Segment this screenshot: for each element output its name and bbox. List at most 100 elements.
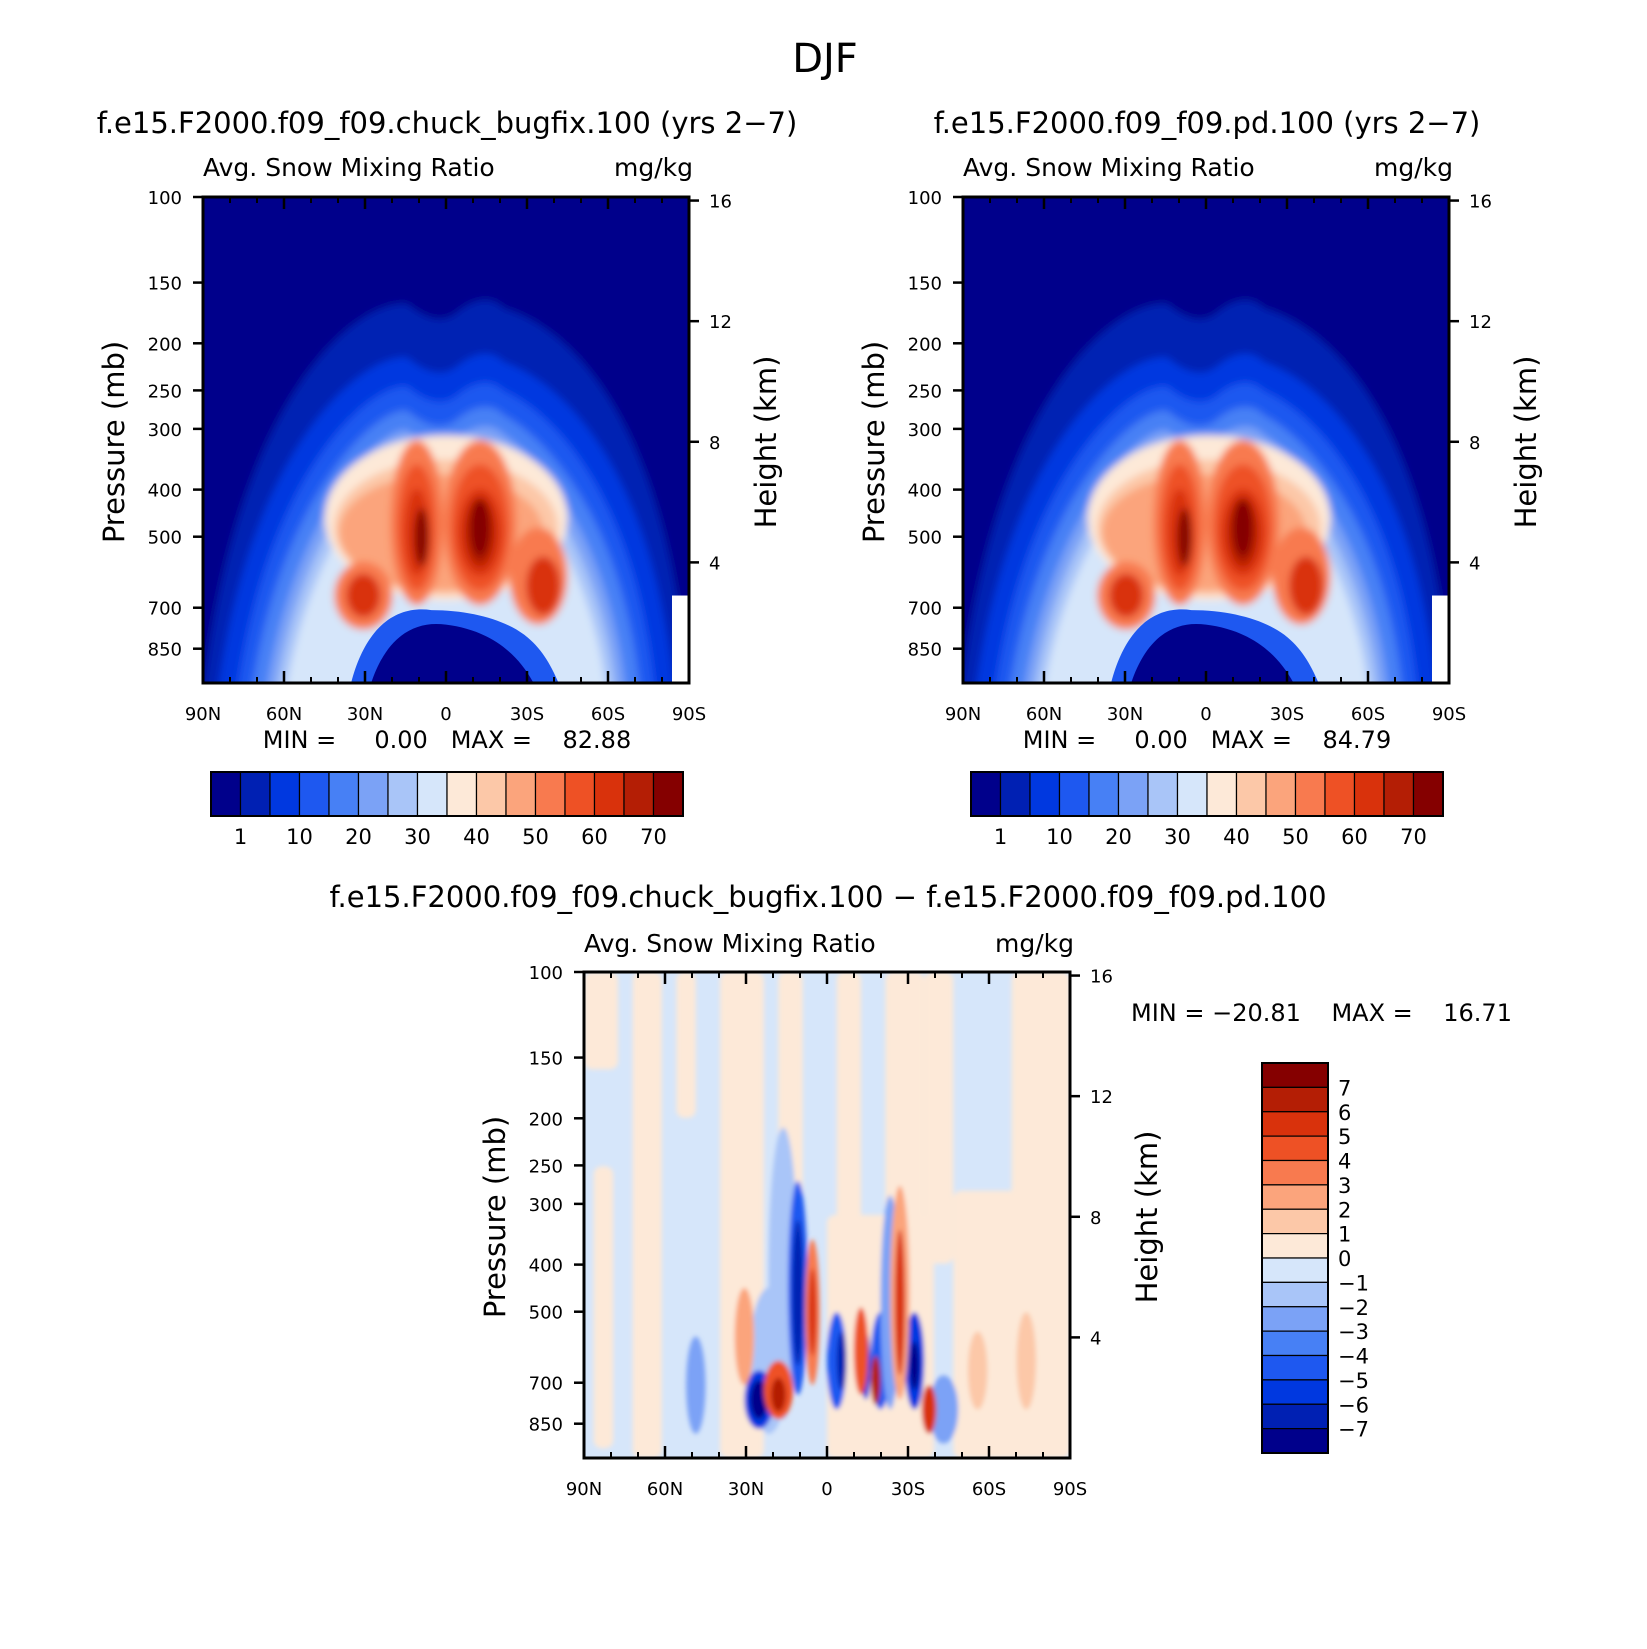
y-tick-label: 250 bbox=[148, 381, 182, 402]
y-tick-label: 100 bbox=[908, 188, 942, 209]
y-tick-label: 400 bbox=[908, 481, 942, 502]
y-tick-label: 100 bbox=[529, 963, 563, 984]
contour-fill bbox=[921, 1385, 937, 1434]
panel-b-y-axis-label: Pressure (mb) bbox=[857, 341, 891, 543]
colorbar-box bbox=[1294, 771, 1326, 817]
colorbar-box bbox=[1261, 1135, 1329, 1162]
colorbar-label: 50 bbox=[1282, 825, 1309, 849]
y-tick-label: 250 bbox=[908, 381, 942, 402]
y-tick-label: 700 bbox=[908, 599, 942, 620]
figure-title: DJF bbox=[792, 36, 858, 82]
panel-a-y2-axis-label: Height (km) bbox=[749, 356, 783, 529]
colorbar-box bbox=[1261, 1159, 1329, 1186]
y-tick-label: 300 bbox=[148, 420, 182, 441]
contour-fill bbox=[953, 1190, 1022, 1458]
colorbar-label: −1 bbox=[1338, 1271, 1369, 1295]
panel-c-y2-axis-label: Height (km) bbox=[1130, 1131, 1164, 1304]
colorbar-box bbox=[239, 771, 271, 817]
panel-b-shapes bbox=[963, 197, 1449, 683]
y2-tick-label: 4 bbox=[1469, 553, 1480, 574]
y-tick-label: 700 bbox=[529, 1374, 563, 1395]
colorbar-box bbox=[475, 771, 507, 817]
colorbar-label: 2 bbox=[1338, 1198, 1351, 1222]
colorbar-box bbox=[1261, 1208, 1329, 1235]
y2-tick-label: 16 bbox=[1090, 967, 1113, 988]
contour-fill bbox=[929, 1375, 959, 1444]
colorbar-box bbox=[1147, 771, 1179, 817]
panel-a-title: f.e15.F2000.f09_f09.chuck_bugfix.100 (yr… bbox=[97, 106, 798, 140]
panel-b-y2-axis-label: Height (km) bbox=[1509, 356, 1543, 529]
contour-fill bbox=[676, 972, 696, 1118]
colorbar-label: 70 bbox=[1400, 825, 1427, 849]
colorbar-box bbox=[1235, 771, 1267, 817]
contour-fill bbox=[792, 1219, 804, 1366]
panel-b-units-label: mg/kg bbox=[1374, 153, 1453, 182]
colorbar-box bbox=[1261, 1354, 1329, 1381]
colorbar-box bbox=[970, 771, 1002, 817]
colorbar-frame bbox=[970, 771, 1444, 817]
y2-tick-label: 8 bbox=[1090, 1208, 1101, 1229]
colorbar-box bbox=[1088, 771, 1120, 817]
panel-a-contour-field bbox=[203, 197, 689, 683]
y-tick-label: 200 bbox=[148, 334, 182, 355]
y2-tick-label: 8 bbox=[1469, 433, 1480, 454]
colorbar-label: 1 bbox=[994, 825, 1007, 849]
colorbar-label: 1 bbox=[1338, 1223, 1351, 1247]
panel-a-field-label: Avg. Snow Mixing Ratio bbox=[203, 153, 495, 182]
y2-tick-label: 12 bbox=[709, 312, 732, 333]
panel-c: f.e15.F2000.f09_f09.chuck_bugfix.100 − f… bbox=[329, 880, 1512, 1500]
contour-fill bbox=[853, 1307, 869, 1395]
y-tick-label: 200 bbox=[908, 334, 942, 355]
y2-tick-label: 16 bbox=[1469, 192, 1492, 213]
colorbar-box bbox=[652, 771, 684, 817]
contour-fill bbox=[1109, 573, 1144, 618]
colorbar-label: 4 bbox=[1338, 1150, 1351, 1174]
panel-a-y-axis-label: Pressure (mb) bbox=[97, 341, 131, 543]
contour-fill bbox=[734, 1287, 755, 1386]
panel-a-shapes bbox=[203, 197, 689, 683]
x-tick-label: 90S bbox=[672, 704, 706, 725]
colorbar-box bbox=[1261, 1428, 1329, 1454]
colorbar-box bbox=[269, 771, 301, 817]
missing-data-fill bbox=[1431, 595, 1449, 683]
panel-a-colorbar: 1 10 20 30 40 50 60 70 bbox=[210, 771, 684, 849]
colorbar-label: 1 bbox=[234, 825, 247, 849]
panel-c-contour-field bbox=[584, 972, 1070, 1458]
x-tick-label: 30S bbox=[510, 704, 544, 725]
panel-b-colorbar: 1 10 20 30 40 50 60 70 bbox=[970, 771, 1444, 849]
colorbar-box bbox=[210, 771, 242, 817]
colorbar-box bbox=[505, 771, 537, 817]
x-tick-label: 60N bbox=[1026, 704, 1062, 725]
contour-fill bbox=[1016, 1312, 1036, 1410]
colorbar-box bbox=[357, 771, 389, 817]
colorbar-label: 0 bbox=[1338, 1247, 1351, 1271]
y2-tick-label: 4 bbox=[1090, 1328, 1101, 1349]
x-tick-label: 90S bbox=[1053, 1479, 1087, 1500]
y2-tick-label: 12 bbox=[1469, 312, 1492, 333]
colorbar-frame bbox=[1261, 1062, 1329, 1454]
panel-b: f.e15.F2000.f09_f09.pd.100 (yrs 2−7) Avg… bbox=[857, 106, 1543, 849]
y-tick-label: 500 bbox=[908, 528, 942, 549]
colorbar-box bbox=[1265, 771, 1297, 817]
colorbar-label: 3 bbox=[1338, 1174, 1351, 1198]
colorbar-box bbox=[328, 771, 360, 817]
y-tick-label: 850 bbox=[908, 640, 942, 661]
contour-fill bbox=[967, 1331, 988, 1410]
x-tick-label: 30N bbox=[347, 704, 383, 725]
contour-fill bbox=[593, 1166, 614, 1449]
x-tick-label: 30N bbox=[1107, 704, 1143, 725]
colorbar-box bbox=[1261, 1233, 1329, 1259]
colorbar-label: −3 bbox=[1338, 1320, 1369, 1344]
colorbar-box bbox=[298, 771, 330, 817]
colorbar-box bbox=[1324, 771, 1356, 817]
colorbar-box bbox=[999, 771, 1031, 817]
panel-a-lowlayer bbox=[351, 595, 689, 683]
colorbar-label: 60 bbox=[581, 825, 608, 849]
contour-fill bbox=[771, 1377, 786, 1412]
x-tick-label: 30S bbox=[891, 1479, 925, 1500]
contour-fill bbox=[836, 1331, 847, 1390]
contour-fill bbox=[870, 1355, 881, 1405]
y2-tick-label: 8 bbox=[709, 433, 720, 454]
contour-fill bbox=[1131, 623, 1294, 683]
missing-data-fill bbox=[671, 595, 689, 683]
